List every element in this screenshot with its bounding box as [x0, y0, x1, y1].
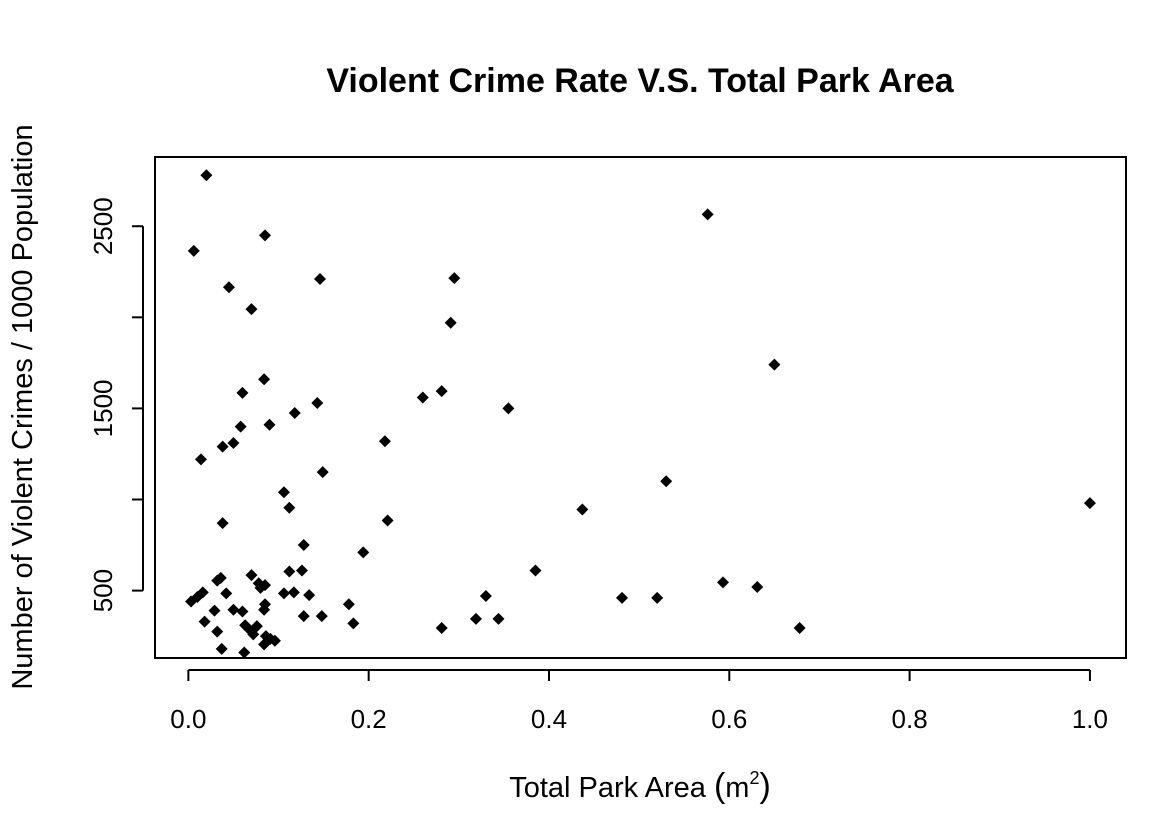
x-axis-label: Total Park Area (m2) [509, 767, 771, 805]
data-point [288, 406, 301, 419]
data-point [268, 634, 281, 647]
data-point [316, 466, 329, 479]
x-axis: 0.0 0.2 0.4 0.6 0.8 1.0 [170, 669, 1108, 734]
data-point [216, 440, 229, 453]
data-point [198, 615, 211, 628]
data-point [238, 646, 251, 659]
data-point [211, 574, 224, 587]
x-tick-label: 0.4 [531, 704, 567, 734]
data-point [227, 603, 240, 616]
data-point [208, 604, 221, 617]
data-point [254, 581, 267, 594]
data-point [263, 418, 276, 431]
data-point [295, 564, 308, 577]
data-point [200, 169, 213, 182]
data-point [211, 625, 224, 638]
y-tick-label: 500 [88, 569, 118, 612]
data-point [1083, 497, 1096, 510]
data-point [502, 402, 515, 415]
data-point [258, 638, 271, 651]
x-axis-label-unit: m [725, 772, 749, 804]
data-point [492, 612, 505, 625]
y-axis-label: Number of Violent Crimes / 1000 Populati… [7, 124, 39, 689]
data-point [701, 208, 714, 221]
x-axis-label-text: Total Park Area [509, 772, 714, 804]
x-axis-label-close-paren: ) [759, 767, 770, 805]
data-point [222, 281, 235, 294]
data-point [227, 437, 240, 450]
x-tick-label: 0.8 [892, 704, 928, 734]
chart-title: Violent Crime Rate V.S. Total Park Area [326, 62, 954, 100]
data-point [448, 272, 461, 285]
data-point [381, 514, 394, 527]
x-tick-label: 0.2 [351, 704, 387, 734]
data-point [357, 546, 370, 559]
data-point [194, 453, 207, 466]
data-point [660, 475, 673, 488]
data-point [234, 420, 247, 433]
data-point [347, 617, 360, 630]
data-point [716, 576, 729, 589]
y-tick-label: 1500 [88, 379, 118, 437]
data-point [216, 517, 229, 530]
y-axis: 500 1500 2500 [88, 197, 144, 612]
data-point [215, 642, 228, 655]
x-tick-label: 1.0 [1072, 704, 1108, 734]
data-point [435, 385, 448, 398]
data-point [220, 587, 233, 600]
data-point [245, 569, 258, 582]
data-point [435, 621, 448, 634]
plot-area-frame [154, 156, 1127, 659]
x-tick-label: 0.0 [170, 704, 206, 734]
data-point [297, 610, 310, 623]
data-point [378, 435, 391, 448]
x-axis-label-exponent: 2 [749, 768, 759, 788]
data-point [576, 503, 589, 516]
data-point [245, 303, 258, 316]
data-point [313, 273, 326, 286]
data-point [283, 501, 296, 514]
data-point [651, 591, 664, 604]
data-point [297, 539, 310, 552]
data-points [185, 169, 1096, 659]
data-point [311, 396, 324, 409]
data-point [247, 628, 260, 641]
data-point [277, 486, 290, 499]
data-point [793, 621, 806, 634]
data-point [616, 591, 629, 604]
data-point [287, 586, 300, 599]
x-axis-label-open-paren: ( [714, 767, 726, 805]
data-point [236, 605, 249, 618]
data-point [529, 564, 542, 577]
data-point [444, 316, 457, 329]
data-point [768, 358, 781, 371]
data-point [185, 595, 198, 608]
y-tick-label: 2500 [88, 197, 118, 255]
data-point [751, 580, 764, 593]
data-point [342, 598, 355, 611]
data-point [277, 587, 290, 600]
data-point [258, 229, 271, 242]
data-point [258, 373, 271, 386]
data-point [469, 612, 482, 625]
data-point [479, 590, 492, 603]
data-point [303, 589, 316, 602]
x-tick-label: 0.6 [711, 704, 747, 734]
data-point [283, 565, 296, 578]
data-point [315, 610, 328, 623]
data-point [187, 244, 200, 257]
data-point [258, 603, 271, 616]
data-point [416, 391, 429, 404]
data-point [236, 386, 249, 399]
